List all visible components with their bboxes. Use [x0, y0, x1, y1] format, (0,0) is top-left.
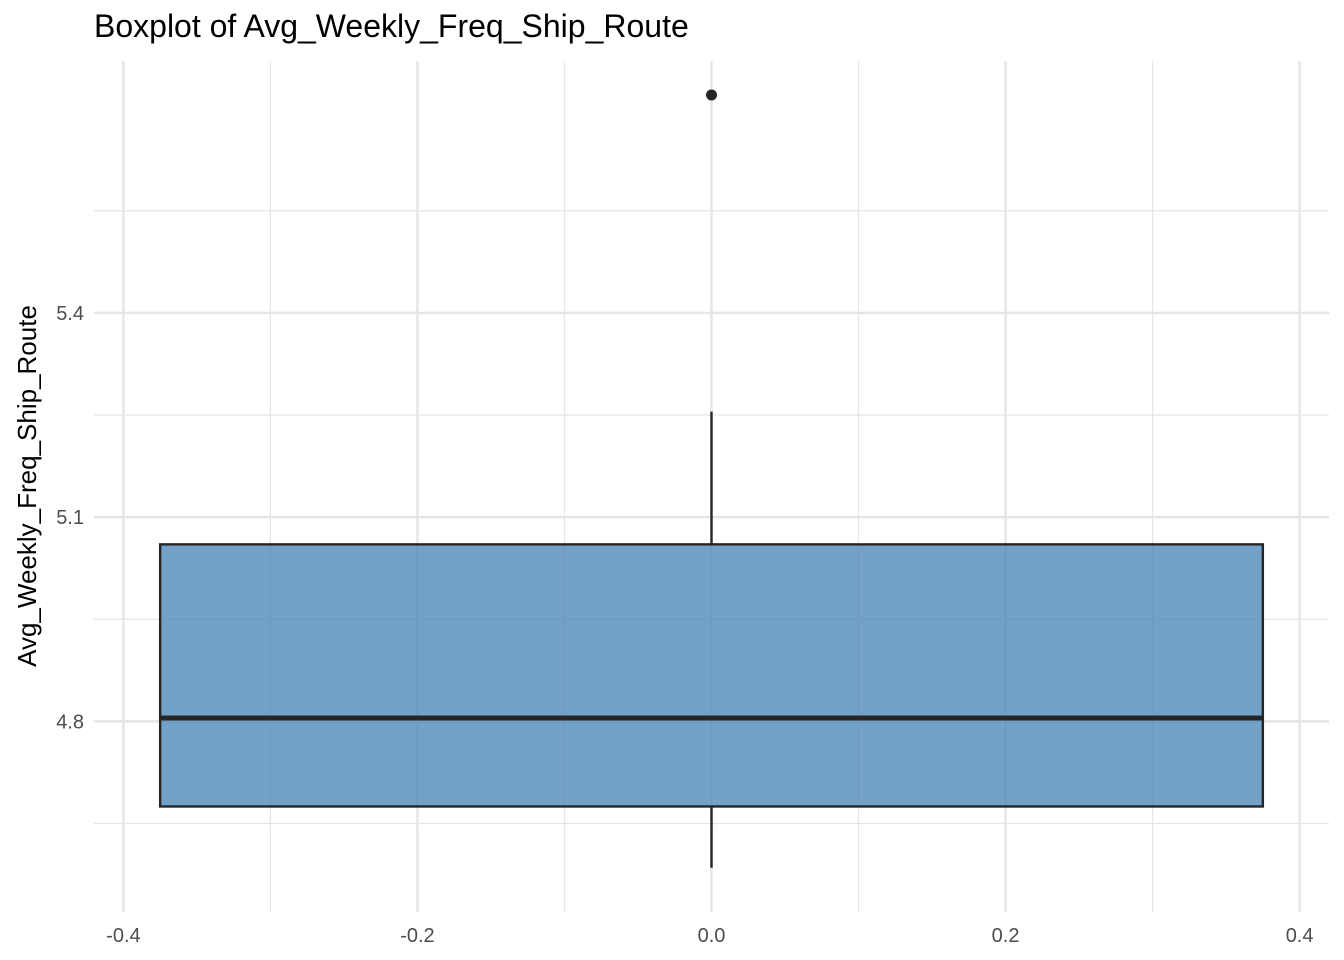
y-tick-label: 4.8 — [56, 711, 84, 733]
x-tick-label: 0.2 — [992, 925, 1020, 947]
x-tick-label: 0.4 — [1286, 925, 1314, 947]
tick-labels: 4.8 5.1 5.4 -0.4 -0.2 0.0 0.2 0.4 — [56, 303, 1313, 947]
y-tick-label: 5.4 — [56, 303, 84, 325]
x-tick-label: -0.2 — [400, 925, 434, 947]
y-tick-label: 5.1 — [56, 507, 84, 529]
outlier-point — [706, 89, 717, 101]
box-iqr — [158, 543, 1265, 808]
x-tick-label: -0.4 — [106, 925, 140, 947]
box-layer — [158, 89, 1265, 868]
chart-title: Boxplot of Avg_Weekly_Freq_Ship_Route — [94, 8, 689, 44]
x-tick-label: 0.0 — [698, 925, 726, 947]
y-axis-title: Avg_Weekly_Freq_Ship_Route — [12, 305, 42, 667]
